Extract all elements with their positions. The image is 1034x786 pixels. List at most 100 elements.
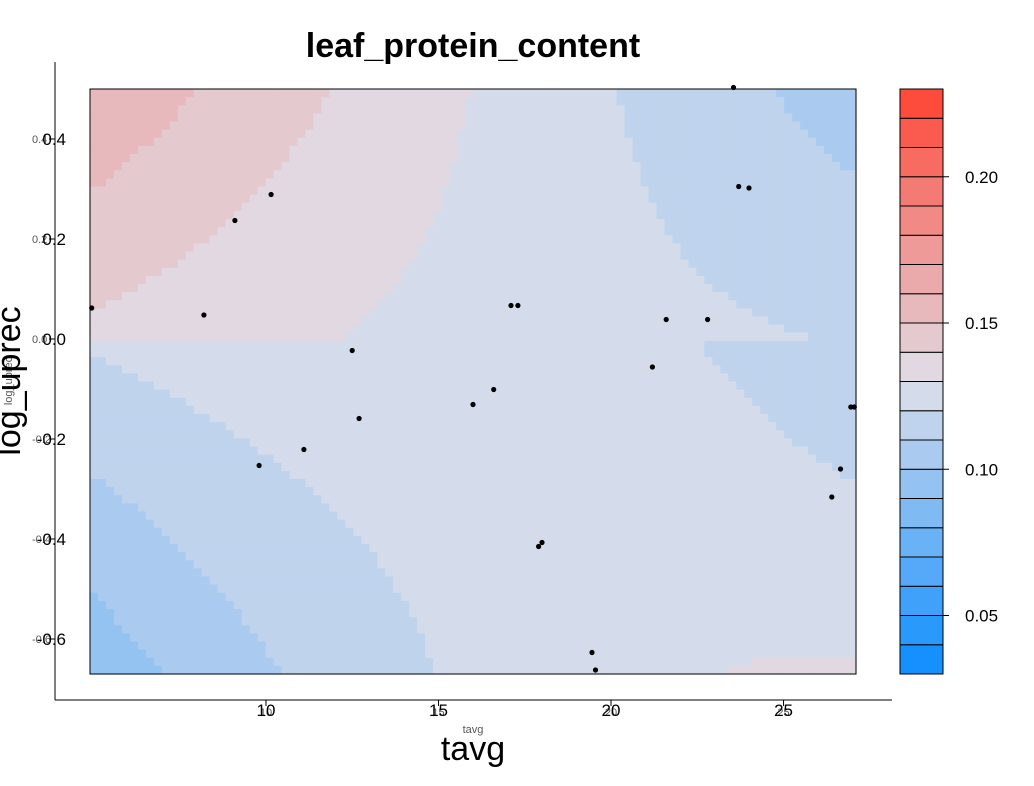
contour-cell <box>608 584 618 594</box>
contour-cell <box>480 105 490 114</box>
contour-cell <box>129 365 139 374</box>
contour-cell <box>233 535 243 545</box>
contour-cell <box>337 560 346 569</box>
contour-cell <box>257 210 267 220</box>
contour-cell <box>504 162 514 171</box>
contour-cell <box>273 235 283 244</box>
contour-cell <box>632 617 642 626</box>
contour-cell <box>632 535 642 545</box>
contour-cell <box>433 576 442 586</box>
contour-cell <box>113 519 123 529</box>
contour-cell <box>345 210 354 220</box>
contour-cell <box>137 609 147 618</box>
contour-cell <box>401 527 410 537</box>
contour-cell <box>153 332 163 342</box>
contour-cell <box>361 462 370 472</box>
contour-cell <box>169 227 179 236</box>
contour-cell <box>441 633 450 643</box>
contour-cell <box>512 97 522 106</box>
contour-cell <box>496 194 506 204</box>
contour-cell <box>265 292 275 301</box>
contour-cell <box>217 446 227 456</box>
contour-cell <box>217 202 227 212</box>
contour-cell <box>297 389 307 399</box>
contour-cell <box>113 609 123 618</box>
contour-cell <box>97 162 107 171</box>
contour-cell <box>433 446 442 456</box>
contour-cell <box>121 243 131 253</box>
contour-cell <box>329 454 338 464</box>
contour-cell <box>449 560 458 569</box>
contour-cell <box>185 137 195 147</box>
contour-cell <box>624 617 634 626</box>
contour-cell <box>457 479 466 488</box>
contour-cell <box>273 121 283 131</box>
contour-cell <box>361 292 370 301</box>
contour-cell <box>249 454 259 464</box>
contour-cell <box>401 519 410 529</box>
contour-cell <box>281 121 291 131</box>
contour-cell <box>433 105 442 114</box>
contour-cell <box>305 381 315 391</box>
contour-cell <box>369 251 378 261</box>
contour-cell <box>233 137 243 147</box>
contour-cell <box>616 633 626 643</box>
contour-cell <box>528 397 538 407</box>
contour-cell <box>552 227 562 236</box>
contour-cell <box>393 316 402 326</box>
contour-cell <box>169 560 179 569</box>
contour-cell <box>297 316 307 326</box>
contour-cell <box>361 178 370 188</box>
contour-cell <box>353 357 362 366</box>
contour-cell <box>193 332 203 342</box>
contour-cell <box>177 609 187 618</box>
contour-cell <box>361 609 370 618</box>
contour-cell <box>568 576 578 586</box>
contour-cell <box>568 657 578 667</box>
contour-cell <box>385 121 394 131</box>
contour-cell <box>337 89 346 98</box>
contour-cell <box>361 446 370 456</box>
contour-cell <box>528 324 538 334</box>
contour-cell <box>337 316 346 326</box>
contour-cell <box>201 97 211 106</box>
contour-cell <box>409 600 418 610</box>
contour-cell <box>457 511 466 521</box>
contour-cell <box>297 487 307 496</box>
contour-cell <box>600 454 610 464</box>
contour-cell <box>297 495 307 504</box>
contour-cell <box>528 219 538 228</box>
contour-cell <box>465 649 474 659</box>
contour-cell <box>337 121 346 131</box>
contour-cell <box>129 511 139 521</box>
contour-cell <box>137 438 147 448</box>
contour-cell <box>353 373 362 383</box>
contour-cell <box>233 357 243 366</box>
contour-cell <box>249 414 259 423</box>
contour-cell <box>209 210 219 220</box>
contour-cell <box>105 194 115 204</box>
contour-cell <box>536 275 546 285</box>
contour-cell <box>425 641 434 651</box>
contour-cell <box>353 365 362 374</box>
contour-cell <box>409 446 418 456</box>
contour-cell <box>425 300 434 309</box>
contour-cell <box>616 210 626 220</box>
contour-cell <box>632 414 642 423</box>
contour-cell <box>369 227 378 236</box>
contour-cell <box>377 527 386 537</box>
contour-cell <box>265 324 275 334</box>
contour-cell <box>353 308 362 318</box>
contour-cell <box>313 438 322 448</box>
contour-cell <box>385 235 394 244</box>
contour-cell <box>584 560 594 569</box>
contour-cell <box>369 129 378 139</box>
contour-cell <box>249 210 259 220</box>
contour-cell <box>121 560 131 569</box>
contour-cell <box>161 568 171 578</box>
contour-cell <box>249 292 259 301</box>
contour-cell <box>265 316 275 326</box>
contour-cell <box>385 617 394 626</box>
contour-cell <box>105 357 115 366</box>
contour-cell <box>313 259 322 269</box>
